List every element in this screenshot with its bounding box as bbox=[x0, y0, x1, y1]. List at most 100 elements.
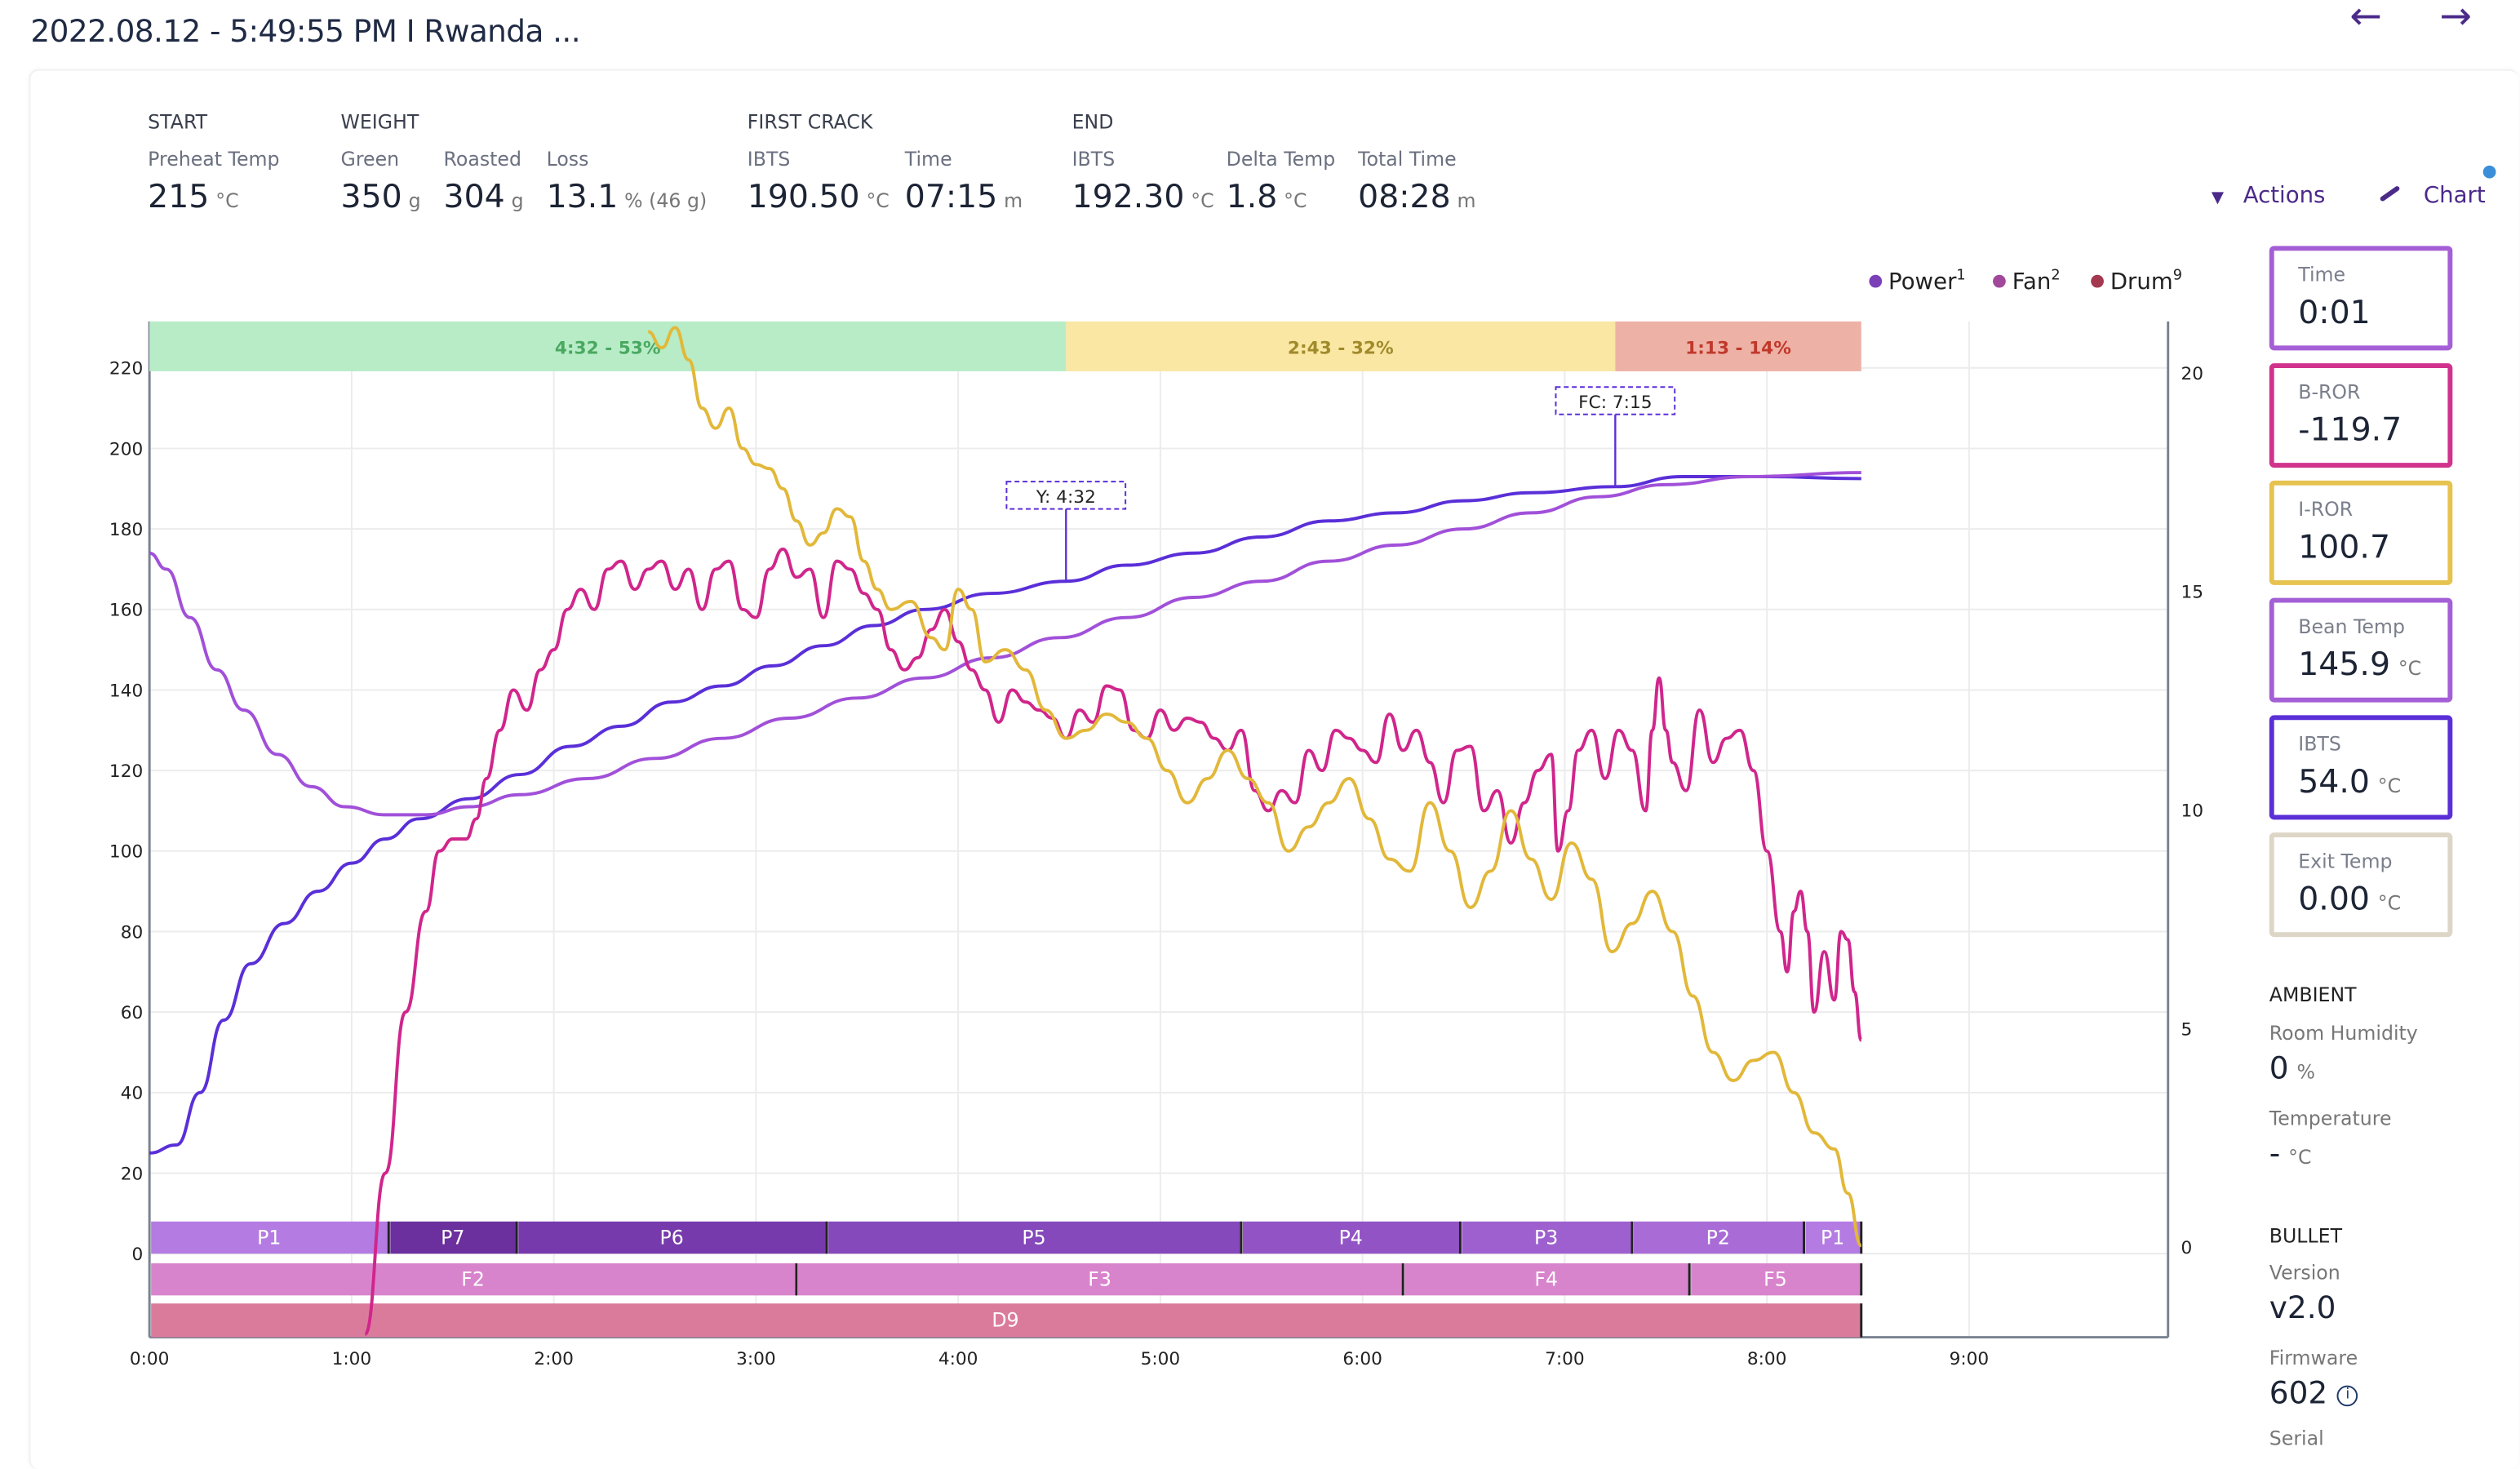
readout-i-ror: I-ROR 100.7 bbox=[2269, 480, 2453, 585]
legend-fan[interactable]: Fan2 bbox=[1993, 269, 2061, 295]
fan-segment bbox=[1691, 1263, 1861, 1296]
phase-band bbox=[149, 321, 1067, 371]
power-segment bbox=[828, 1221, 1242, 1254]
series-line-b-ror bbox=[363, 547, 1863, 1336]
x-tick-label: 1:00 bbox=[332, 1349, 372, 1369]
power-segment-label: P7 bbox=[441, 1226, 464, 1249]
fan-segment-label: F2 bbox=[461, 1268, 485, 1291]
ambient-heading: AMBIENT bbox=[2269, 983, 2357, 1006]
phase-band bbox=[1615, 321, 1861, 371]
readout-value: 0.00 °C bbox=[2298, 879, 2402, 918]
loss-value: 13.1% (46 g) bbox=[546, 176, 708, 215]
y-tick-label: 80 bbox=[121, 922, 144, 943]
readout-bean-temp: Bean Temp 145.9 °C bbox=[2269, 597, 2453, 703]
actions-button[interactable]: ▼ Actions bbox=[2211, 183, 2326, 210]
x-tick-label: 4:00 bbox=[938, 1349, 978, 1369]
roast-card bbox=[29, 69, 2519, 1469]
readout-value: 145.9 °C bbox=[2298, 644, 2422, 683]
total-time-value: 08:28 m bbox=[1358, 176, 1476, 215]
start-heading: START bbox=[148, 110, 208, 134]
arrow-right-icon[interactable]: → bbox=[2439, 0, 2473, 39]
readout-value: 100.7 bbox=[2298, 526, 2391, 566]
power-segment bbox=[1805, 1221, 1861, 1254]
fan-segment-label: F3 bbox=[1088, 1268, 1111, 1291]
fan-segment-label: F5 bbox=[1764, 1268, 1787, 1291]
end-heading: END bbox=[1071, 110, 1114, 134]
fc-time-value: 07:15 m bbox=[904, 176, 1023, 215]
roasted-value: 304 g bbox=[443, 176, 524, 215]
firmware-label: Firmware bbox=[2269, 1347, 2358, 1369]
fan-segment bbox=[797, 1263, 1404, 1296]
annotation-box bbox=[1005, 481, 1127, 510]
x-tick-label: 9:00 bbox=[1950, 1349, 1990, 1369]
readout-label: I-ROR bbox=[2298, 498, 2354, 521]
chart-button[interactable]: Chart bbox=[2379, 184, 2486, 209]
firmware-value: 602 i bbox=[2269, 1376, 2358, 1411]
x-tick-label: 5:00 bbox=[1141, 1349, 1181, 1369]
power-segment-label: P3 bbox=[1534, 1226, 1558, 1249]
drum-segment bbox=[151, 1303, 1861, 1338]
power-segment-label: P2 bbox=[1706, 1226, 1730, 1249]
legend-dot bbox=[1993, 274, 2006, 287]
end-ibts-value: 192.30 °C bbox=[1071, 176, 1214, 215]
annotation-box bbox=[1555, 386, 1676, 415]
readout-label: Exit Temp bbox=[2298, 850, 2393, 873]
x-tick-label: 2:00 bbox=[534, 1349, 574, 1369]
fc-ibts-value: 190.50 °C bbox=[747, 176, 890, 215]
y-tick-label: 100 bbox=[109, 842, 143, 863]
y-right-tick-label: 5 bbox=[2181, 1019, 2192, 1040]
info-icon[interactable]: i bbox=[2337, 1385, 2358, 1407]
power-segment-label: P6 bbox=[660, 1226, 684, 1249]
fan-segment-label: F4 bbox=[1534, 1268, 1558, 1291]
legend-dot bbox=[1869, 274, 1883, 287]
drum-segment-label: D9 bbox=[992, 1309, 1018, 1332]
phase-band bbox=[1066, 321, 1616, 371]
y-tick-label: 200 bbox=[109, 439, 143, 459]
arrow-left-icon[interactable]: ← bbox=[2349, 0, 2382, 39]
y-right-tick-label: 15 bbox=[2181, 583, 2203, 603]
x-tick-label: 6:00 bbox=[1342, 1349, 1382, 1369]
legend-drum[interactable]: Drum9 bbox=[2091, 269, 2182, 295]
status-dot bbox=[2482, 165, 2496, 179]
power-segment-label: P1 bbox=[257, 1226, 281, 1249]
readout-label: IBTS bbox=[2298, 733, 2341, 756]
y-tick-label: 20 bbox=[121, 1164, 144, 1184]
readout-label: Bean Temp bbox=[2298, 615, 2405, 638]
loss-label: Loss bbox=[546, 148, 589, 171]
fc-time-label: Time bbox=[904, 148, 952, 171]
roasted-label: Roasted bbox=[443, 148, 521, 171]
power-segment bbox=[518, 1221, 827, 1254]
readout-b-ror: B-ROR -119.7 bbox=[2269, 363, 2453, 468]
temperature-value: - °C bbox=[2269, 1136, 2312, 1172]
y-tick-label: 120 bbox=[109, 761, 143, 782]
temperature-label: Temperature bbox=[2269, 1107, 2392, 1130]
y-right-tick-label: 10 bbox=[2181, 801, 2203, 821]
series-line-bean-temp bbox=[149, 471, 1861, 817]
page-title: 2022.08.12 - 5:49:55 PM I Rwanda ... bbox=[30, 14, 581, 51]
readout-label: Time bbox=[2298, 263, 2346, 286]
fc-ibts-label: IBTS bbox=[747, 148, 791, 171]
phase-band-label: 1:13 - 14% bbox=[1685, 338, 1791, 358]
readout-ibts: IBTS 54.0 °C bbox=[2269, 715, 2453, 820]
power-segment bbox=[1633, 1221, 1804, 1254]
power-segment-label: P4 bbox=[1339, 1226, 1363, 1249]
legend-power[interactable]: Power1 bbox=[1869, 269, 1966, 295]
readout-exit-temp: Exit Temp 0.00 °C bbox=[2269, 832, 2453, 938]
readout-label: B-ROR bbox=[2298, 380, 2361, 404]
total-time-label: Total Time bbox=[1358, 148, 1457, 171]
y-tick-label: 0 bbox=[131, 1245, 143, 1265]
y-tick-label: 180 bbox=[109, 520, 143, 540]
serial-label: Serial bbox=[2269, 1427, 2324, 1450]
x-tick-label: 7:00 bbox=[1545, 1349, 1585, 1369]
preheat-label: Preheat Temp bbox=[148, 148, 280, 171]
phase-band-label: 2:43 - 32% bbox=[1288, 338, 1394, 358]
power-segment bbox=[1242, 1221, 1461, 1254]
fan-segment bbox=[1404, 1263, 1690, 1296]
green-value: 350 g bbox=[340, 176, 421, 215]
y-tick-label: 160 bbox=[109, 601, 143, 621]
preheat-value: 215 °C bbox=[148, 176, 239, 215]
version-label: Version bbox=[2269, 1261, 2340, 1285]
green-label: Green bbox=[340, 148, 400, 171]
y-right-tick-label: 0 bbox=[2181, 1238, 2192, 1258]
